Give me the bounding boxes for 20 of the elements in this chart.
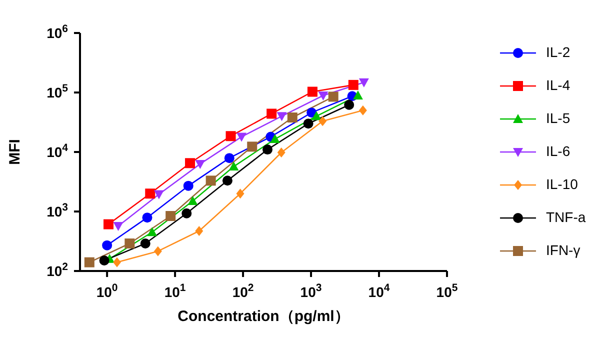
x-tick-label: 10$^{2}$: [232, 282, 254, 300]
y-tick-label: 10$^{2}$: [46, 261, 68, 279]
legend-label: TNF-a: [546, 208, 586, 227]
x-tick-label: 10$^{4}$: [368, 282, 390, 300]
legend-label: IL-4: [546, 76, 570, 95]
y-tick-label: 10$^{6}$: [46, 23, 68, 41]
y-axis-title: MFI: [6, 139, 24, 165]
legend-label: IL-2: [546, 43, 570, 62]
legend-label: IL-10: [546, 175, 578, 194]
x-tick-label: 10$^{5}$: [436, 282, 458, 300]
y-tick-label: 10$^{4}$: [46, 142, 68, 160]
legend-label: IFN-γ: [546, 241, 580, 260]
x-tick-label: 10$^{0}$: [96, 282, 118, 300]
x-tick-label: 10$^{1}$: [164, 282, 186, 300]
x-axis-title: Concentration（pg/ml）: [178, 308, 350, 325]
y-tick-label: 10$^{5}$: [46, 82, 68, 100]
legend-label: IL-6: [546, 142, 570, 161]
legend-label: IL-5: [546, 109, 570, 128]
y-tick-label: 10$^{3}$: [46, 202, 68, 220]
x-tick-label: 10$^{3}$: [300, 282, 322, 300]
